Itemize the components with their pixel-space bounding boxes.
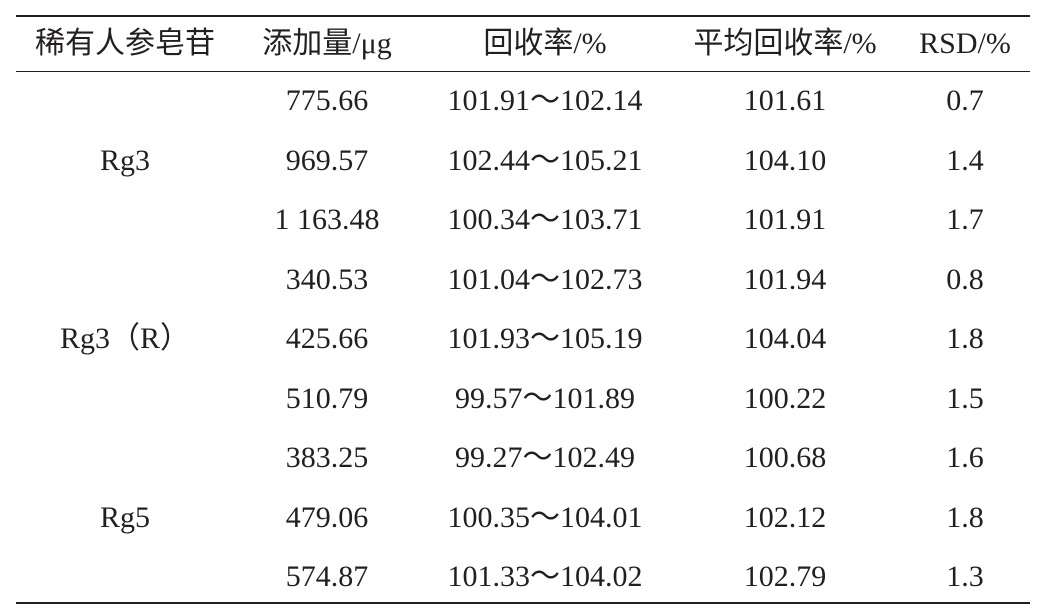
average-recovery: 101.91 [743, 203, 827, 236]
recovery-range: 99.57～101.89 [455, 381, 635, 415]
recovery-range: 101.04～102.73 [447, 262, 643, 296]
added-amount: 510.79 [285, 381, 369, 415]
rsd: 1.5 [946, 381, 984, 415]
group-name: Rg5 [99, 500, 151, 534]
recovery-range: 101.93～105.19 [447, 322, 643, 355]
header-cell: 回收率/% [483, 27, 607, 60]
header-rule [16, 71, 1030, 72]
recovery-range: 99.27～102.49 [455, 441, 635, 474]
average-recovery: 104.04 [743, 322, 827, 355]
rsd: 1.8 [946, 500, 984, 534]
rsd: 1.7 [946, 203, 984, 236]
header-cell: 稀有人参皂苷 [35, 27, 215, 60]
recovery-range: 102.44～105.21 [447, 143, 643, 177]
added-amount: 425.66 [285, 322, 369, 355]
rsd: 1.8 [946, 322, 984, 355]
bottom-rule [16, 602, 1030, 604]
header-cell: 平均回收率/% [693, 27, 877, 60]
average-recovery: 102.79 [743, 560, 827, 593]
average-recovery: 100.22 [743, 381, 827, 415]
added-amount: 969.57 [285, 143, 369, 177]
recovery-range: 100.34～103.71 [447, 203, 643, 236]
added-amount: 1 163.48 [274, 203, 380, 236]
added-amount: 340.53 [285, 262, 369, 296]
added-amount: 775.66 [285, 84, 369, 117]
average-recovery: 104.10 [743, 143, 827, 177]
rsd: 1.6 [946, 441, 984, 474]
added-amount: 574.87 [285, 560, 369, 593]
rsd: 0.7 [946, 84, 984, 117]
recovery-range: 101.33～104.02 [447, 560, 643, 593]
top-rule [16, 15, 1030, 17]
rsd: 0.8 [946, 262, 984, 296]
rsd: 1.4 [946, 143, 984, 177]
added-amount: 383.25 [285, 441, 369, 474]
header-cell: 添加量/μg [262, 27, 392, 60]
added-amount: 479.06 [285, 500, 369, 534]
average-recovery: 100.68 [743, 441, 827, 474]
average-recovery: 101.61 [743, 84, 827, 117]
header-cell: RSD/% [919, 27, 1011, 60]
average-recovery: 101.94 [743, 262, 827, 296]
group-name: Rg3（R） [59, 322, 191, 355]
average-recovery: 102.12 [743, 500, 827, 534]
recovery-range: 101.91～102.14 [447, 84, 643, 117]
recovery-range: 100.35～104.01 [447, 500, 643, 534]
rsd: 1.3 [946, 560, 984, 593]
group-name: Rg3 [99, 143, 151, 177]
